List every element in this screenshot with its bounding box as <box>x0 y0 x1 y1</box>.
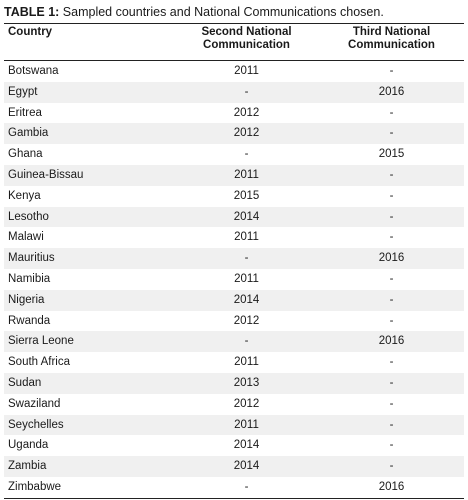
table-caption-text: Sampled countries and National Communica… <box>59 5 384 19</box>
table-row: Nigeria 2014 - <box>4 289 464 311</box>
cell-country: Zimbabwe <box>8 480 62 493</box>
table-row: Seychelles 2011 - <box>4 414 464 436</box>
cell-third-communication: - <box>389 397 394 410</box>
cell-second-communication: 2012 <box>233 106 260 119</box>
table-body: Botswana 2011- Egypt -2016 Eritrea 2012- Gambi… <box>4 61 464 499</box>
cell-second-communication: 2013 <box>233 376 260 389</box>
cell-second-communication: - <box>244 85 249 98</box>
table-row: Botswana 2011 - <box>4 61 464 82</box>
cell-second-communication: 2011 <box>234 231 259 244</box>
cell-country: South Africa <box>8 356 71 369</box>
cell-country: Uganda <box>8 439 49 452</box>
cell-third-communication: 2016 <box>378 335 405 348</box>
table-row: Namibia 2011 - <box>4 269 464 290</box>
cell-country: Guinea-Bissau <box>8 168 84 181</box>
cell-second-communication: 2011 <box>234 65 259 77</box>
table-row: Sierra Leone - 2016 <box>4 331 464 353</box>
cell-country: Gambia <box>8 127 49 140</box>
table-row: Swaziland 2012 - <box>4 394 464 415</box>
cell-second-communication: 2011 <box>234 356 259 369</box>
cell-country: Rwanda <box>8 314 51 327</box>
cell-third-communication: - <box>389 272 394 285</box>
cell-third-communication: - <box>389 210 394 223</box>
cell-second-communication: 2011 <box>234 272 259 285</box>
table-row: Guinea-Bissau 2011 - <box>4 164 464 186</box>
cell-third-communication: - <box>389 168 394 181</box>
cell-second-communication: 2012 <box>233 397 260 410</box>
table-caption-label: TABLE 1: <box>4 5 60 19</box>
cell-country: Sierra Leone <box>8 335 74 348</box>
table-row: Ghana - 2015 <box>4 144 464 165</box>
cell-third-communication: - <box>389 439 394 452</box>
cell-country: Ghana <box>8 148 43 161</box>
table-row: Mauritius - 2016 <box>4 248 464 269</box>
header-third-communication: Third National Communication <box>348 26 435 51</box>
cell-third-communication: - <box>389 231 394 244</box>
table-row: Kenya 2015 - <box>4 186 464 207</box>
cell-second-communication: - <box>244 252 249 265</box>
table-row: Lesotho 2014 - <box>4 206 464 228</box>
table-caption: TABLE 1: Sampled countries and National … <box>4 5 464 20</box>
cell-second-communication: 2011 <box>234 168 259 181</box>
table-row: Eritrea 2012 - <box>4 103 464 124</box>
cell-third-communication: - <box>389 189 394 202</box>
cell-second-communication: - <box>244 335 249 348</box>
cell-second-communication: 2014 <box>233 210 260 223</box>
cell-country: Eritrea <box>8 106 42 119</box>
cell-country: Mauritius <box>8 252 55 265</box>
table-row: Sudan 2013 - <box>4 372 464 394</box>
cell-second-communication: 2014 <box>233 460 260 473</box>
cell-country: Kenya <box>8 189 41 202</box>
cell-third-communication: - <box>389 65 394 77</box>
cell-second-communication: 2012 <box>233 127 260 140</box>
table-row: Zambia 2014 - <box>4 456 464 477</box>
table-row: Rwanda 2012 - <box>4 311 464 332</box>
cell-country: Nigeria <box>8 293 45 306</box>
cell-country: Botswana <box>8 65 59 77</box>
cell-third-communication: - <box>389 106 394 119</box>
table-row: Uganda 2014 - <box>4 435 464 456</box>
cell-third-communication: - <box>389 418 394 431</box>
header-second-communication: Second National Communication <box>201 26 292 51</box>
header-country: Country <box>8 26 53 38</box>
table-row: Malawi 2011 - <box>4 227 464 248</box>
cell-second-communication: 2012 <box>233 314 260 327</box>
cell-third-communication: - <box>389 356 394 369</box>
cell-second-communication: 2011 <box>234 418 259 431</box>
cell-country: Lesotho <box>8 210 49 223</box>
cell-third-communication: 2016 <box>378 480 405 493</box>
cell-second-communication: 2015 <box>233 189 260 202</box>
cell-third-communication: 2015 <box>378 148 405 161</box>
cell-country: Seychelles <box>8 418 64 431</box>
cell-second-communication: - <box>244 480 249 493</box>
table-header-row: Country Second National Communication Th… <box>4 23 464 61</box>
table-row: South Africa 2011 - <box>4 352 464 373</box>
countries-table: Country Second National Communication Th… <box>4 23 464 499</box>
cell-third-communication: - <box>389 314 394 327</box>
cell-third-communication: - <box>389 127 394 140</box>
cell-country: Sudan <box>8 376 42 389</box>
cell-third-communication: 2016 <box>378 252 405 265</box>
cell-third-communication: 2016 <box>378 85 405 98</box>
cell-country: Zambia <box>8 460 47 473</box>
table-row: Zimbabwe - 2016 <box>4 477 464 499</box>
table-row: Egypt - 2016 <box>4 81 464 103</box>
cell-country: Egypt <box>8 85 38 98</box>
table-row: Gambia 2012 - <box>4 123 464 145</box>
cell-third-communication: - <box>389 460 394 473</box>
cell-second-communication: - <box>244 148 249 161</box>
cell-country: Namibia <box>8 272 51 285</box>
cell-second-communication: 2014 <box>233 439 260 452</box>
cell-second-communication: 2014 <box>233 293 260 306</box>
cell-third-communication: - <box>389 376 394 389</box>
cell-third-communication: - <box>389 293 394 306</box>
cell-country: Malawi <box>8 231 44 244</box>
cell-country: Swaziland <box>8 397 61 410</box>
